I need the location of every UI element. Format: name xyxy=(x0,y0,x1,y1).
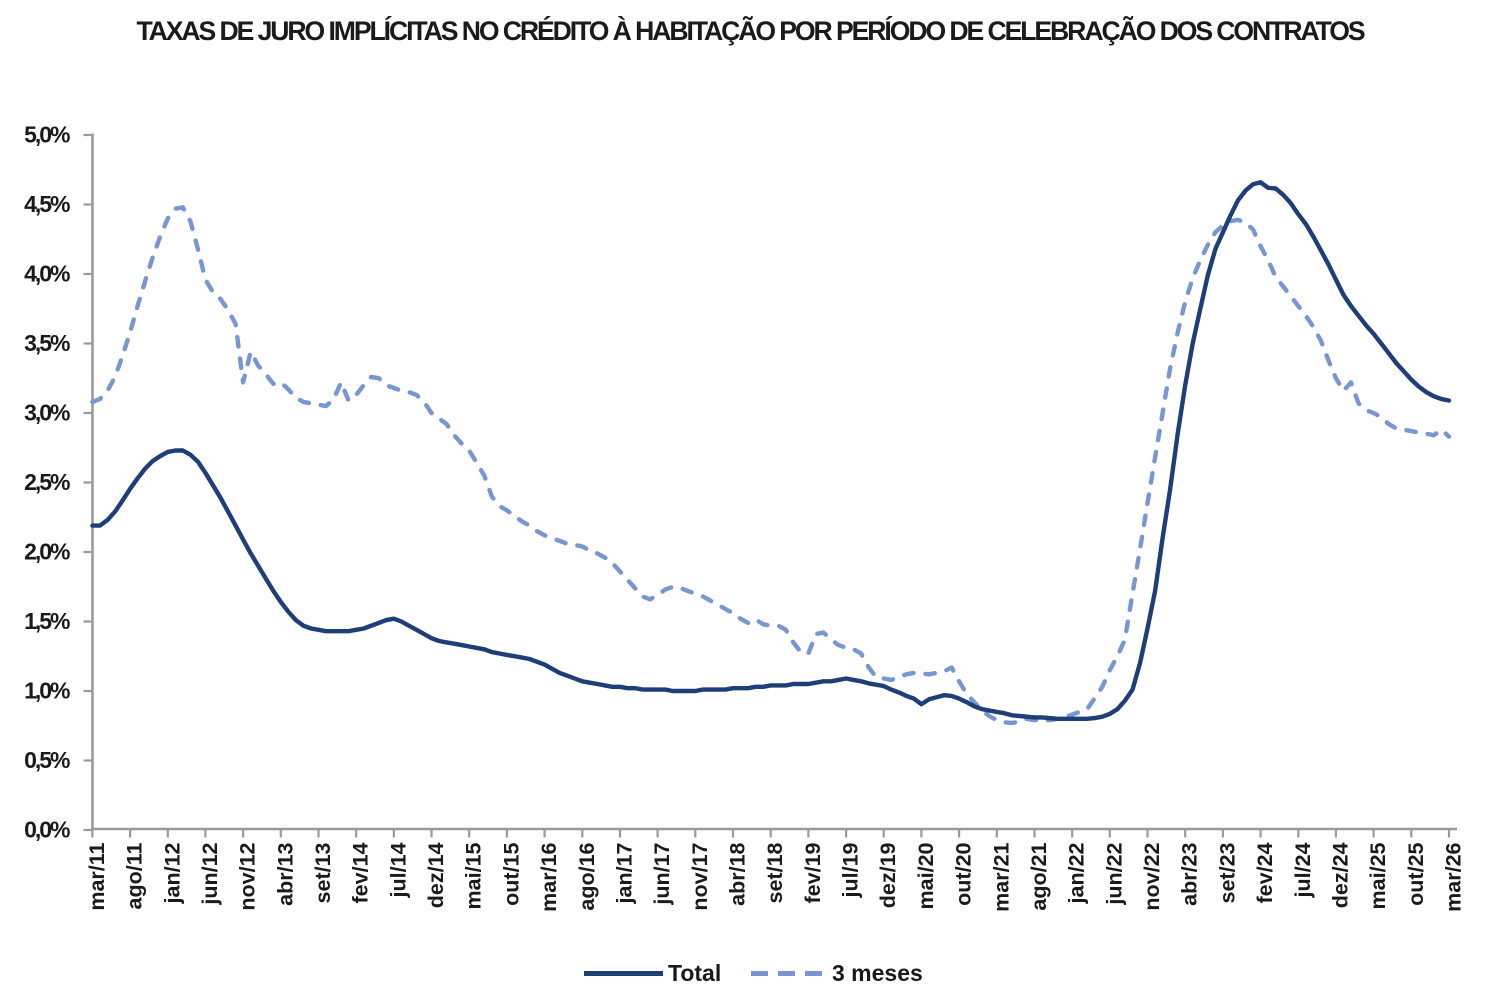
svg-text:jul/19: jul/19 xyxy=(839,842,863,898)
svg-text:3,0%: 3,0% xyxy=(24,400,70,426)
svg-text:1,5%: 1,5% xyxy=(24,608,70,634)
svg-text:fev/19: fev/19 xyxy=(801,842,825,903)
svg-text:set/23: set/23 xyxy=(1215,842,1239,903)
svg-text:nov/12: nov/12 xyxy=(236,842,260,910)
svg-text:set/13: set/13 xyxy=(311,842,335,903)
svg-text:dez/24: dez/24 xyxy=(1328,842,1352,908)
svg-text:2,5%: 2,5% xyxy=(24,469,70,495)
svg-text:4,5%: 4,5% xyxy=(24,191,70,217)
svg-text:out/20: out/20 xyxy=(952,842,976,905)
svg-text:Total: Total xyxy=(668,960,721,986)
svg-text:jul/24: jul/24 xyxy=(1291,842,1315,898)
svg-text:3,5%: 3,5% xyxy=(24,330,70,356)
svg-text:mar/11: mar/11 xyxy=(85,842,109,910)
svg-text:jun/17: jun/17 xyxy=(650,842,674,905)
svg-text:abr/13: abr/13 xyxy=(273,842,297,905)
svg-text:mar/21: mar/21 xyxy=(989,842,1013,911)
svg-text:out/25: out/25 xyxy=(1404,842,1428,905)
svg-text:3 meses: 3 meses xyxy=(832,960,923,986)
svg-text:abr/23: abr/23 xyxy=(1178,842,1202,905)
svg-text:dez/14: dez/14 xyxy=(424,842,448,908)
svg-text:ago/21: ago/21 xyxy=(1027,842,1051,910)
svg-text:5,0%: 5,0% xyxy=(24,122,70,148)
svg-text:abr/18: abr/18 xyxy=(726,842,750,905)
svg-text:mar/26: mar/26 xyxy=(1442,842,1466,911)
svg-text:4,0%: 4,0% xyxy=(24,261,70,287)
svg-text:0,0%: 0,0% xyxy=(24,817,70,843)
svg-text:set/18: set/18 xyxy=(763,842,787,903)
svg-text:jun/12: jun/12 xyxy=(198,842,222,905)
svg-text:mar/16: mar/16 xyxy=(537,842,561,911)
svg-text:nov/22: nov/22 xyxy=(1140,842,1164,910)
svg-text:dez/19: dez/19 xyxy=(876,842,900,908)
svg-text:ago/11: ago/11 xyxy=(123,842,147,909)
svg-text:mai/25: mai/25 xyxy=(1366,842,1390,909)
svg-text:nov/17: nov/17 xyxy=(688,842,712,910)
svg-text:fev/24: fev/24 xyxy=(1253,842,1277,903)
svg-text:ago/16: ago/16 xyxy=(575,842,599,910)
svg-text:jan/12: jan/12 xyxy=(160,842,184,904)
svg-text:2,0%: 2,0% xyxy=(24,539,70,565)
svg-text:jan/17: jan/17 xyxy=(613,842,637,904)
svg-text:1,0%: 1,0% xyxy=(24,678,70,704)
svg-text:out/15: out/15 xyxy=(499,842,523,905)
svg-text:jun/22: jun/22 xyxy=(1102,842,1126,905)
svg-text:jan/22: jan/22 xyxy=(1065,842,1089,904)
svg-text:mai/15: mai/15 xyxy=(462,842,486,909)
svg-text:jul/14: jul/14 xyxy=(386,842,410,898)
svg-text:mai/20: mai/20 xyxy=(914,842,938,909)
svg-text:fev/14: fev/14 xyxy=(349,842,373,903)
svg-text:0,5%: 0,5% xyxy=(24,747,70,773)
